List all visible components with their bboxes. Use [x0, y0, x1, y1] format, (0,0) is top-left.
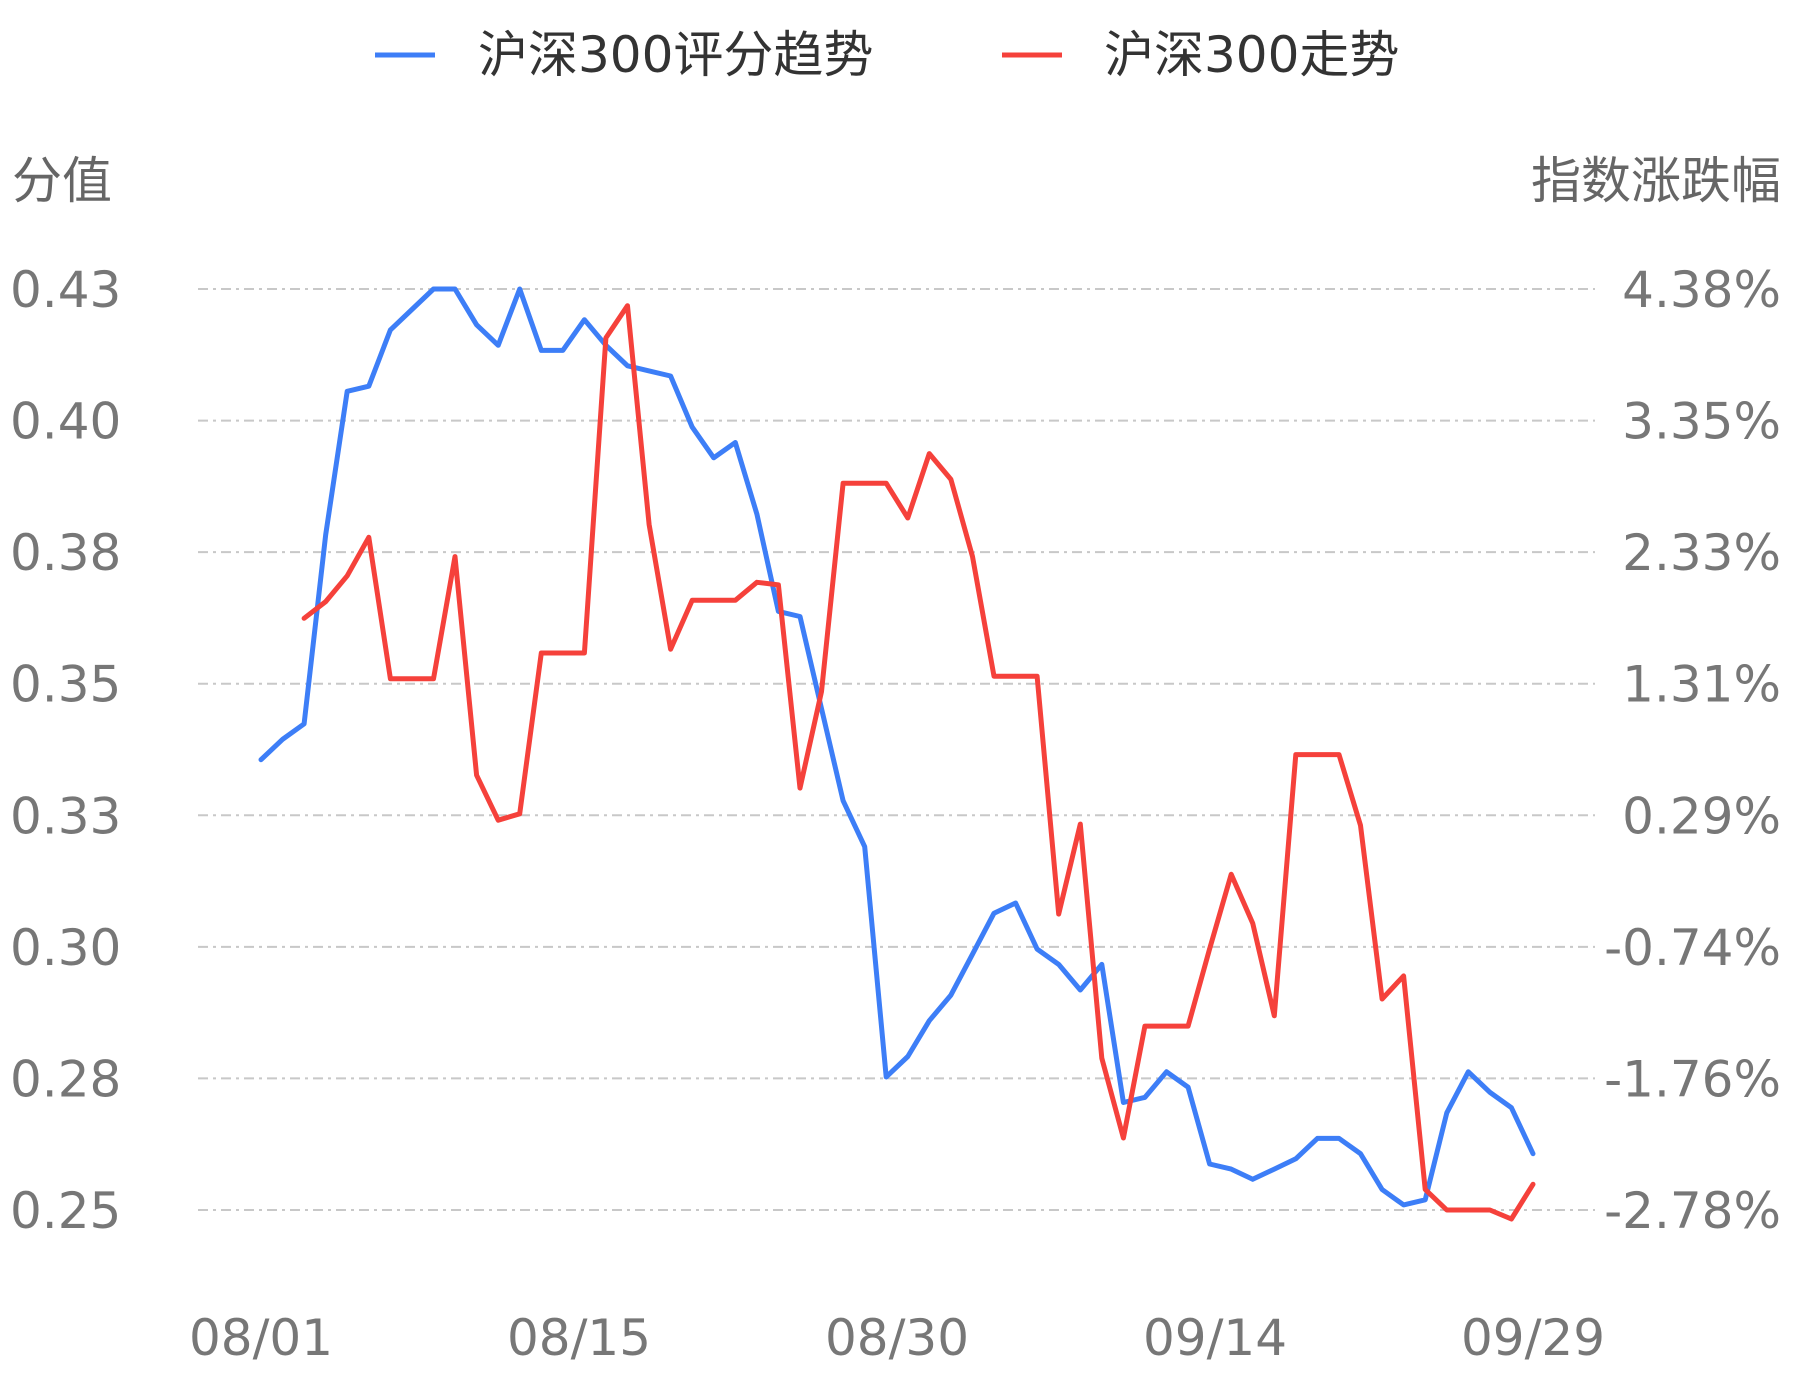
y-left-tick-label: 0.40	[10, 393, 121, 451]
y-left-tick-label: 0.35	[10, 656, 121, 714]
x-tick-label: 09/29	[1461, 1309, 1605, 1367]
series-line-score	[258, 286, 1536, 1208]
y-right-tick-label: 0.29%	[1622, 787, 1781, 845]
y-right-tick-label: -1.76%	[1604, 1050, 1781, 1108]
y-left-tick-label: 0.43	[10, 261, 121, 319]
grid-lines	[198, 288, 1595, 1211]
x-axis-ticks: 08/01 08/15 08/30 09/14 09/29	[189, 1309, 1605, 1367]
legend-label-score: 沪深300评分趋势	[478, 26, 873, 84]
x-tick-label: 09/14	[1143, 1309, 1287, 1367]
x-tick-label: 08/01	[189, 1309, 333, 1367]
y-right-tick-label: 3.35%	[1622, 393, 1781, 451]
series-lines	[258, 286, 1536, 1222]
y-right-tick-label: 2.33%	[1622, 524, 1781, 582]
y-left-tick-label: 0.30	[10, 919, 121, 977]
legend-label-index: 沪深300走势	[1104, 26, 1399, 84]
y-axis-right-title: 指数涨跌幅	[1531, 152, 1781, 210]
y-right-tick-label: -0.74%	[1604, 919, 1781, 977]
y-right-tick-label: -2.78%	[1604, 1182, 1781, 1240]
y-left-tick-label: 0.33	[10, 787, 121, 845]
y-axis-left-title: 分值	[12, 152, 112, 210]
legend: 沪深300评分趋势 沪深300走势	[375, 26, 1399, 84]
series-line-index	[301, 303, 1536, 1222]
y-left-tick-label: 0.38	[10, 524, 121, 582]
y-axis-left-ticks: 0.43 0.40 0.38 0.35 0.33 0.30 0.28 0.25	[10, 261, 121, 1240]
y-axis-right-ticks: 4.38% 3.35% 2.33% 1.31% 0.29% -0.74% -1.76% -2.…	[1604, 261, 1781, 1240]
x-tick-label: 08/30	[825, 1309, 969, 1367]
y-right-tick-label: 1.31%	[1622, 656, 1781, 714]
y-left-tick-label: 0.28	[10, 1050, 121, 1108]
x-tick-label: 08/15	[507, 1309, 651, 1367]
y-right-tick-label: 4.38%	[1622, 261, 1781, 319]
y-left-tick-label: 0.25	[10, 1182, 121, 1240]
